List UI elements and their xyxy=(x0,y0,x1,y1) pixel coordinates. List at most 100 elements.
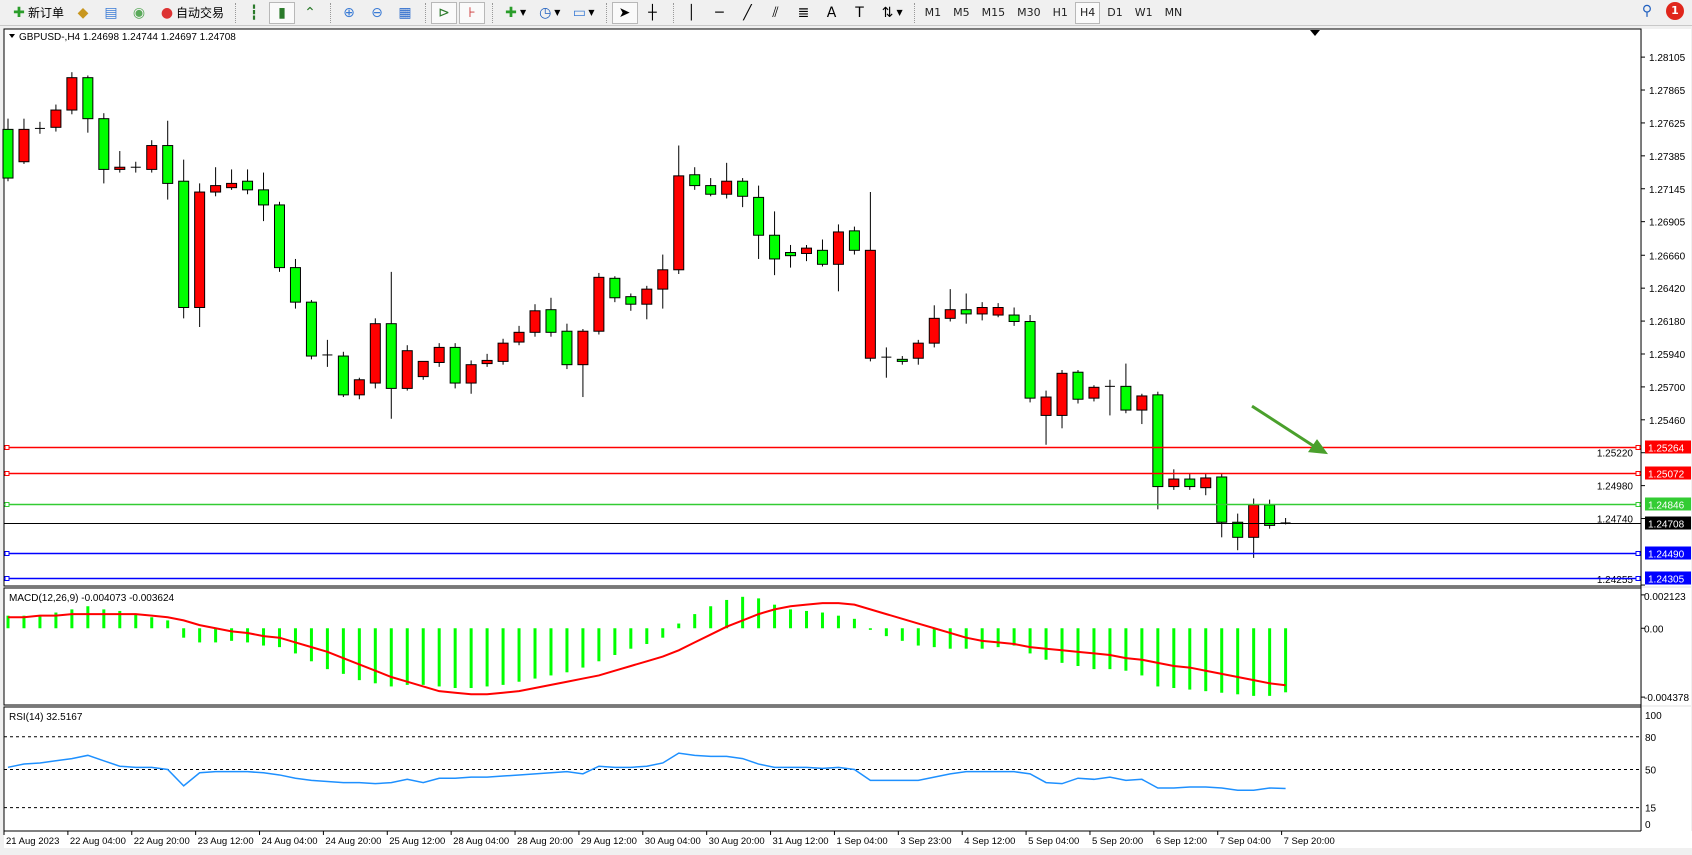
candle xyxy=(433,343,445,367)
candle-body xyxy=(369,323,381,384)
clock-icon: ◷ xyxy=(539,4,552,21)
rsi-tick-label: 80 xyxy=(1645,733,1657,744)
search-icon[interactable]: ⚲ xyxy=(1641,3,1653,19)
timeframe-d1[interactable]: D1 xyxy=(1107,6,1123,19)
candle xyxy=(864,192,876,362)
navigator-button[interactable]: ◆ xyxy=(70,2,96,24)
time-axis xyxy=(4,831,1692,848)
zoom-in-button[interactable]: ⊕ xyxy=(336,2,362,24)
timeframe-m5[interactable]: M5 xyxy=(953,6,970,19)
candle xyxy=(2,118,14,182)
new-order-button[interactable]: ✚ 新订单 xyxy=(6,2,68,24)
price-tick-label: 1.26905 xyxy=(1649,218,1686,229)
timeframe-w1[interactable]: W1 xyxy=(1134,6,1153,19)
candle-body xyxy=(721,180,733,195)
candle xyxy=(18,118,30,164)
candle-body xyxy=(1152,394,1164,488)
equidistant-channel-button[interactable]: ⫽ xyxy=(763,2,789,24)
horizontal-line-button[interactable]: ─ xyxy=(707,2,733,24)
separator xyxy=(330,2,332,23)
macd-bar xyxy=(1028,628,1032,654)
timeframe-mn[interactable]: MN xyxy=(1164,6,1183,19)
time-label: 5 Sep 20:00 xyxy=(1092,836,1143,847)
auto-scroll-button[interactable]: ⊳ xyxy=(431,1,458,24)
macd-bar xyxy=(916,628,920,646)
vertical-line-button[interactable]: │ xyxy=(679,2,705,24)
trendline-button[interactable]: ╱ xyxy=(735,2,761,24)
zoom-out-button[interactable]: ⊖ xyxy=(364,2,390,24)
auto-trading-button[interactable]: ● 自动交易 xyxy=(154,2,228,24)
candle-body xyxy=(737,180,749,197)
candle-body xyxy=(816,249,828,265)
macd-bar xyxy=(820,612,824,629)
price-label-box xyxy=(1645,546,1691,560)
terminal-button[interactable]: ▤ xyxy=(98,2,124,24)
line-handle xyxy=(4,551,10,556)
chart-shift-marker-icon xyxy=(1310,30,1320,36)
text-label-button[interactable]: T xyxy=(847,2,873,24)
time-label: 25 Aug 12:00 xyxy=(389,836,445,847)
candlestick-button[interactable]: ▮ xyxy=(269,1,296,24)
timeframe-m1[interactable]: M1 xyxy=(924,6,942,19)
candle xyxy=(481,353,493,367)
arrows-button[interactable]: ⇅ ▼ xyxy=(875,2,907,24)
text-label-icon: T xyxy=(855,4,864,21)
candle xyxy=(34,121,45,134)
crosshair-button[interactable]: ┼ xyxy=(640,2,666,24)
macd-bar xyxy=(437,628,441,687)
candle xyxy=(50,104,62,132)
signals-button[interactable]: ◉ xyxy=(126,2,152,24)
candle xyxy=(98,113,110,184)
indicators-button[interactable]: ✚ ▼ xyxy=(498,2,530,24)
macd-bar xyxy=(166,620,170,629)
candle xyxy=(577,329,589,398)
candle-body xyxy=(1008,314,1020,322)
macd-bar xyxy=(421,628,425,685)
timeframe-h4[interactable]: H4 xyxy=(1074,1,1101,24)
line-chart-button[interactable]: ⌃ xyxy=(297,2,323,24)
candle-body xyxy=(273,204,285,269)
notification-badge[interactable]: 1 xyxy=(1666,2,1684,20)
candle-body xyxy=(1024,320,1036,399)
macd-bar xyxy=(1060,628,1064,663)
template-icon: ▭ xyxy=(572,4,586,21)
price-tick-label: 1.26180 xyxy=(1649,317,1686,328)
fibonacci-button[interactable]: ≣ xyxy=(791,2,817,24)
text-button[interactable]: A xyxy=(819,2,845,24)
price-tick-label: 1.26660 xyxy=(1649,251,1686,262)
time-label: 24 Aug 04:00 xyxy=(262,836,318,847)
macd-bar xyxy=(597,628,601,662)
macd-bar xyxy=(629,628,633,649)
chart-shift-button[interactable]: ⊦ xyxy=(459,1,486,24)
candle-body xyxy=(66,77,78,111)
candle-body xyxy=(1168,478,1180,488)
candle xyxy=(1040,390,1052,445)
macd-tick-label: -0.004378 xyxy=(1644,693,1689,704)
timeframe-m15[interactable]: M15 xyxy=(981,6,1006,19)
tile-windows-button[interactable]: ▦ xyxy=(392,2,418,24)
candle xyxy=(1152,391,1164,510)
candle xyxy=(242,169,254,195)
time-label: 22 Aug 04:00 xyxy=(70,836,126,847)
candle-body xyxy=(433,346,445,363)
bar-chart-button[interactable]: ┇ xyxy=(241,2,267,24)
candle xyxy=(832,224,844,292)
templates-button[interactable]: ▭ ▼ xyxy=(566,2,598,24)
price-tick-label: 1.27625 xyxy=(1649,119,1686,130)
timeframe-h1[interactable]: H1 xyxy=(1052,6,1068,19)
candle-body xyxy=(1248,504,1260,538)
dropdown-arrow-icon: ▼ xyxy=(520,8,527,17)
cursor-button[interactable]: ➤ xyxy=(611,1,638,24)
candle xyxy=(337,351,349,398)
candle xyxy=(1200,473,1212,496)
timeframe-m30[interactable]: M30 xyxy=(1017,6,1041,19)
macd-bar xyxy=(150,617,154,629)
candle-body xyxy=(689,174,701,187)
price-tick-label: 1.27145 xyxy=(1649,185,1686,196)
time-label: 22 Aug 20:00 xyxy=(134,836,190,847)
price-tick-label: 1.25460 xyxy=(1649,416,1686,427)
periods-button[interactable]: ◷ ▼ xyxy=(532,2,564,24)
candle-body xyxy=(2,128,14,179)
macd-bar xyxy=(1204,628,1208,692)
